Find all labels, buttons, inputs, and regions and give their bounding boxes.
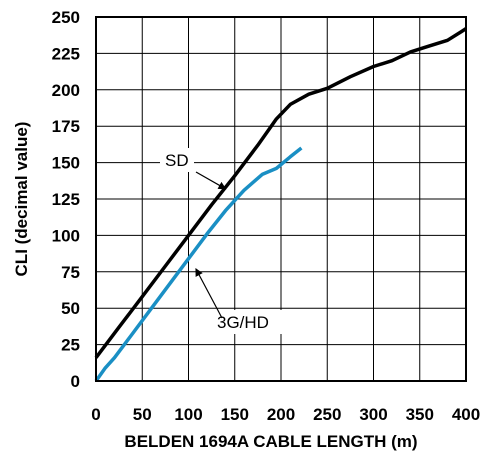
x-tick-label: 0 [91,405,100,424]
annotation-leader-sd [195,171,227,190]
y-tick-label: 200 [52,81,80,100]
y-tick-label: 100 [52,226,80,245]
annotation-label-3g-hd: 3G/HD [217,313,269,332]
grid-lines [95,16,467,382]
annotation-leader-3g-hd [195,268,223,319]
series-line-3g-hd [94,146,303,383]
x-tick-labels: 0 50 100 150 200 250 300 350 400 [91,405,480,424]
series-line-sd [94,27,467,359]
x-tick-label: 100 [174,405,202,424]
y-tick-label: 125 [52,190,80,209]
y-tick-label: 175 [52,117,80,136]
x-tick-label: 350 [406,405,434,424]
y-tick-labels: 0 25 50 75 100 125 150 175 200 225 250 [52,8,80,391]
x-axis-title: BELDEN 1694A CABLE LENGTH (m) [124,432,417,451]
x-tick-label: 400 [452,405,480,424]
plot-area-frame [95,16,467,382]
x-tick-label: 50 [133,405,152,424]
annotation-label-sd: SD [165,151,189,170]
y-tick-label: 225 [52,44,80,63]
x-tick-label: 150 [221,405,249,424]
annotation-bg-sd [160,148,194,172]
series-lines [94,27,467,383]
x-tick-label: 300 [359,405,387,424]
y-axis-title: CLI (decimal value) [12,122,31,277]
annotation-bg-3g-hd [213,310,283,334]
y-tick-label: 25 [61,336,80,355]
y-tick-label: 0 [71,372,80,391]
y-tick-label: 250 [52,8,80,27]
x-tick-label: 250 [313,405,341,424]
y-tick-label: 75 [61,263,80,282]
annotations: SD 3G/HD [160,148,283,334]
y-tick-label: 50 [61,299,80,318]
y-tick-label: 150 [52,154,80,173]
x-tick-label: 200 [267,405,295,424]
